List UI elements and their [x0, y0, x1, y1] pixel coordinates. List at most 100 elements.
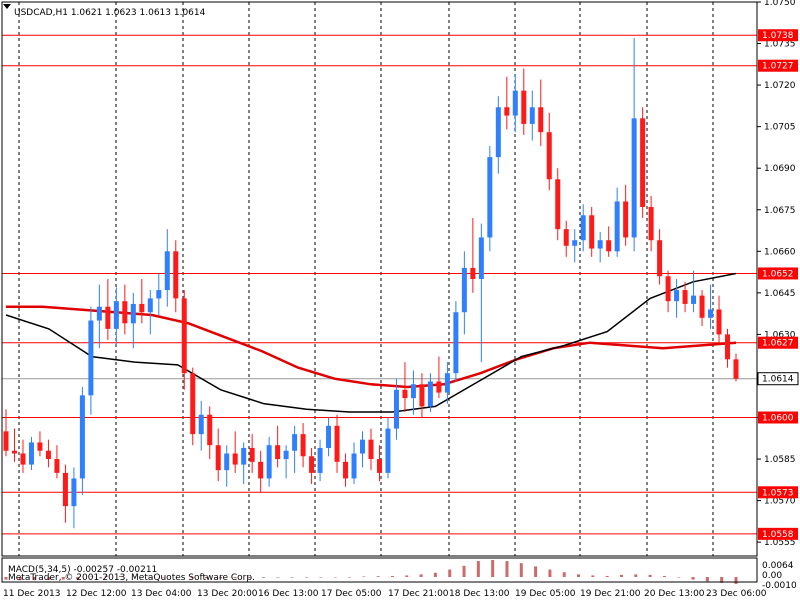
candle-body [657, 240, 663, 277]
candle-body [699, 295, 705, 318]
candle-body [495, 107, 501, 158]
macd-bar [90, 576, 94, 577]
macd-frame [1, 557, 758, 583]
price-tick-label: 1.0705 [764, 123, 796, 133]
candles [3, 38, 739, 529]
last-price-label: 1.0614 [762, 375, 794, 385]
candle-body [215, 445, 221, 471]
price-tick-label: 1.0585 [764, 455, 796, 465]
last-price-tag [757, 372, 799, 386]
candle-body [708, 309, 714, 318]
candle-body [597, 240, 603, 249]
macd-bar [562, 572, 566, 577]
candle-body [682, 290, 688, 304]
macd-scale-bottom: -0.0010 [762, 581, 797, 591]
candle-body [589, 215, 595, 249]
macd-bar [462, 565, 466, 577]
time-label: 20 Dec 13:00 [644, 589, 705, 599]
macd-bar [47, 577, 51, 580]
level-tag-label: 1.0738 [762, 31, 794, 41]
macd-bar [319, 577, 323, 578]
macd-bar [505, 561, 509, 577]
candle-body [130, 303, 136, 324]
candle-body [156, 290, 162, 299]
price-tick-label: 1.0660 [764, 247, 796, 257]
candle-body [309, 456, 315, 473]
candle-body [504, 107, 510, 116]
level-tag [758, 267, 798, 280]
time-label: 13 Dec 04:00 [131, 589, 192, 599]
macd-bar [176, 577, 180, 578]
candle-body [334, 425, 340, 462]
candle-body [410, 384, 416, 399]
candle-body [478, 237, 484, 279]
candle-body [360, 439, 366, 454]
header-triangle-icon [3, 4, 11, 9]
price-tick-label: 1.0645 [764, 289, 796, 299]
candle-body [343, 461, 349, 479]
candle-body [402, 389, 408, 399]
macd-bar [476, 561, 480, 577]
candle-body [555, 179, 561, 230]
level-lines [2, 34, 757, 535]
level-tag [758, 486, 798, 499]
macd-bar [433, 572, 437, 577]
candle-body [444, 373, 450, 393]
plot-frame [1, 1, 758, 557]
macd-bar [491, 560, 495, 577]
candle-body [521, 90, 527, 124]
symbol-header: USDCAD,H1 1.0621 1.0623 1.0613 1.0614 [14, 8, 206, 18]
candle-body [105, 306, 111, 329]
candle-body [300, 434, 306, 457]
candle-body [249, 447, 255, 462]
candle-body [453, 312, 459, 374]
candle-body [538, 107, 544, 133]
macd-bar [333, 577, 337, 578]
candle-body [376, 459, 382, 473]
price-tick-label: 1.0675 [764, 206, 796, 216]
level-tag [758, 59, 798, 72]
price-tick-label: 1.0720 [764, 81, 796, 91]
level-tag [758, 29, 798, 42]
candle-body [461, 267, 467, 313]
candle-body [275, 445, 281, 460]
candle-body [317, 447, 323, 473]
candle-body [733, 359, 739, 379]
candle-body [648, 206, 654, 241]
candle-body [546, 132, 552, 180]
time-label: 17 Dec 05:00 [321, 589, 382, 599]
time-label: 19 Dec 21:00 [580, 589, 641, 599]
ma-fast-line [5, 272, 737, 413]
macd-bar [376, 576, 380, 577]
macd-bar [648, 574, 652, 577]
candle-body [436, 381, 442, 393]
candle-body [139, 303, 145, 313]
candle-body [572, 240, 578, 246]
candle-body [54, 459, 60, 473]
macd-bar [233, 577, 237, 579]
candle-body [283, 450, 289, 460]
macd-label: MACD(5,34,5) -0.00257 -0.00211 [8, 565, 157, 575]
macd-scale-top: 0.0064 [762, 561, 794, 571]
macd-bar [161, 577, 165, 578]
macd-bar [247, 577, 251, 578]
time-label: 23 Dec 06:00 [706, 589, 767, 599]
macd-bar [534, 566, 538, 577]
macd-bar [591, 575, 595, 577]
time-label: 19 Dec 05:00 [515, 589, 576, 599]
candle-body [640, 118, 646, 207]
candle-body [3, 431, 9, 451]
time-label: 16 Dec 13:00 [258, 589, 319, 599]
macd-bar [634, 574, 638, 577]
macd-scale-zero: 0.00 [762, 571, 782, 581]
candle-body [37, 442, 43, 451]
candle-body [487, 157, 493, 238]
candle-body [241, 447, 247, 465]
macd-bar [204, 577, 208, 579]
price-tick-label: 1.0750 [764, 0, 796, 8]
candle-body [606, 240, 612, 252]
macd-bar [691, 577, 695, 580]
candle-body [725, 334, 731, 360]
